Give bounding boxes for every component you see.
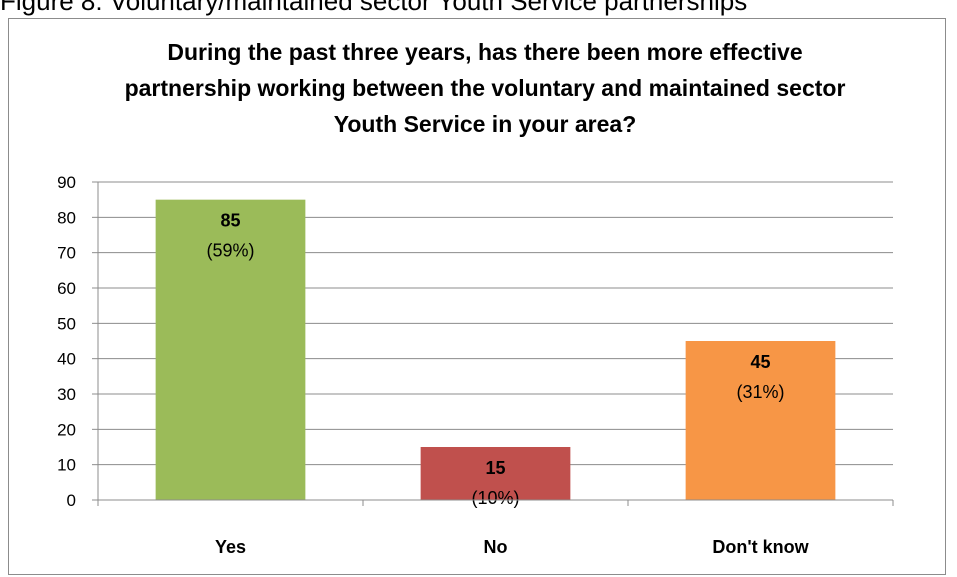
bar-value-label: 15 (485, 458, 505, 478)
y-tick-label: 60 (57, 279, 76, 298)
bar-percent-label: (10%) (471, 488, 519, 508)
bar-no (420, 447, 571, 500)
y-tick-label: 90 (57, 173, 76, 192)
y-tick-label: 80 (57, 208, 76, 227)
bars: 85 (59%) 15 (10%) 45 (31%) (155, 199, 836, 508)
bar-percent-label: (31%) (736, 382, 784, 402)
y-tick-label: 30 (57, 385, 76, 404)
x-axis: Yes No Don't know (97, 499, 894, 557)
bar-percent-label: (59%) (206, 241, 254, 261)
y-tick-label: 0 (67, 491, 76, 510)
y-tick-label: 10 (57, 456, 76, 475)
y-axis: 0 10 20 30 40 50 60 70 80 90 (57, 173, 99, 510)
bar-don-t-know (685, 341, 836, 500)
bar-yes (155, 199, 306, 500)
bar-value-label: 85 (220, 211, 240, 231)
bar-value-label: 45 (750, 352, 770, 372)
x-category-label: No (484, 537, 508, 557)
y-tick-label: 70 (57, 244, 76, 263)
y-tick-label: 50 (57, 314, 76, 333)
chart-title: During the past three years, has there b… (124, 39, 846, 137)
x-category-label: Don't know (712, 537, 809, 557)
x-category-label: Yes (215, 537, 246, 557)
figure-caption: Figure 8: Voluntary/maintained sector Yo… (0, 0, 748, 16)
y-tick-label: 40 (57, 350, 76, 369)
y-tick-label: 20 (57, 420, 76, 439)
